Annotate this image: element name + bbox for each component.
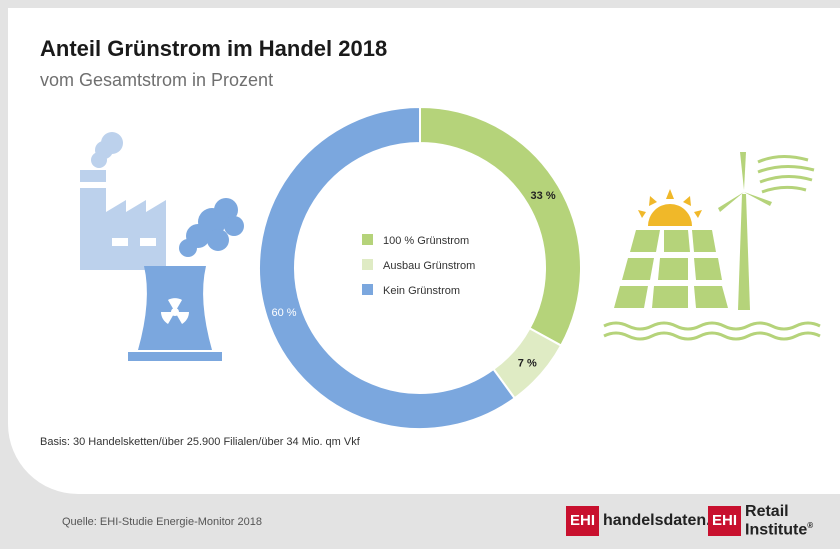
chart-subtitle: vom Gesamtstrom in Prozent <box>40 70 274 90</box>
sun-icon <box>638 189 702 226</box>
water-waves-icon <box>603 321 821 341</box>
nuclear-plant-icon <box>128 198 244 361</box>
legend-swatch <box>362 234 373 245</box>
slice-value-label: 7 % <box>518 358 537 370</box>
handelsdaten-label: handelsdaten.de <box>603 512 730 529</box>
slice-value-label: 60 % <box>271 307 296 319</box>
slice-value-label: 33 % <box>531 190 556 202</box>
ehi-logo-box: EHI <box>708 506 742 536</box>
factory-icon <box>80 132 166 270</box>
chart-title: Anteil Grünstrom im Handel 2018 <box>40 36 388 61</box>
registered-mark: ® <box>807 520 814 530</box>
donut-slice <box>258 105 517 430</box>
legend-label: Ausbau Grünstrom <box>383 260 475 272</box>
ehi-logo-box: EHI <box>566 506 600 536</box>
retail-institute-text: Retail Institute <box>745 502 808 539</box>
retail-institute-label: Retail Institute® <box>745 503 840 539</box>
handelsdaten-logo[interactable]: EHI handelsdaten.de <box>566 506 729 536</box>
legend-label: 100 % Grünstrom <box>383 235 469 247</box>
legend-swatch <box>362 284 373 295</box>
donut-slice <box>419 105 582 347</box>
source-text: Quelle: EHI-Studie Energie-Monitor 2018 <box>62 516 262 528</box>
ehi-retail-institute-logo[interactable]: EHI Retail Institute® <box>708 503 840 539</box>
solar-panel-icon <box>614 230 728 308</box>
wind-turbine-icon <box>718 152 815 310</box>
legend-swatch <box>362 259 373 270</box>
legend-label: Kein Grünstrom <box>383 285 460 297</box>
basis-note: Basis: 30 Handelsketten/über 25.900 Fili… <box>40 436 360 448</box>
